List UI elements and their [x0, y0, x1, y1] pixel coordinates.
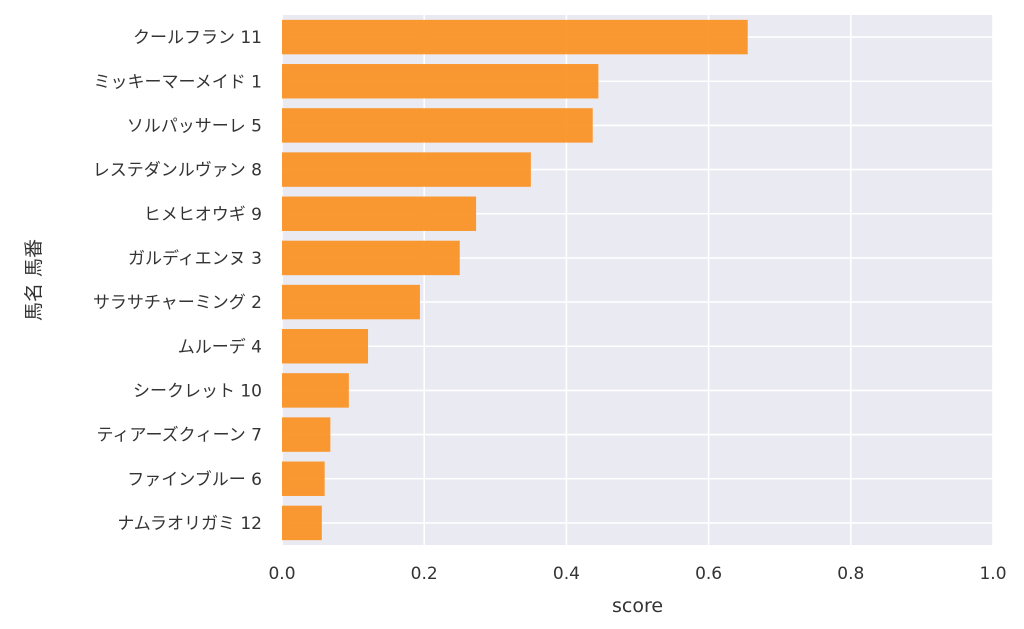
y-tick-label: ナムラオリガミ 12	[117, 514, 262, 534]
x-axis-label: score	[612, 595, 663, 617]
y-tick-label: ソルパッサーレ 5	[127, 116, 262, 136]
x-tick-labels: 0.0 0.2 0.4 0.6 0.8 1.0	[268, 564, 1006, 584]
bars	[282, 19, 748, 541]
bar	[282, 240, 460, 276]
bar	[282, 64, 599, 99]
x-tick-label: 1.0	[979, 564, 1006, 584]
y-tick-label: シークレット 10	[133, 381, 262, 401]
y-tick-label: ティアーズクィーン 7	[97, 426, 262, 446]
y-tick-label: ガルディエンヌ 3	[128, 248, 262, 269]
bar	[282, 108, 593, 143]
bar	[282, 19, 748, 55]
y-tick-labels: クールフラン 11 ミッキーマーメイド 1 ソルパッサーレ 5 レステダンルヴァン 8…	[93, 28, 262, 534]
y-axis-label: 馬名 馬番	[23, 239, 45, 321]
x-tick-label: 0.2	[411, 564, 438, 584]
plot-area	[282, 15, 993, 545]
y-tick-label: レステダンルヴァン 8	[93, 161, 262, 181]
y-tick-label: ヒメヒオウギ 9	[144, 205, 262, 225]
y-tick-label: ファインブルー 6	[127, 469, 262, 490]
y-tick-label: クールフラン 11	[133, 28, 262, 48]
x-tick-label: 0.6	[695, 564, 722, 584]
x-tick-label: 0.4	[553, 564, 580, 584]
x-tick-label: 0.0	[268, 564, 295, 584]
bar	[282, 329, 369, 364]
x-tick-label: 0.8	[837, 564, 864, 584]
bar	[282, 196, 477, 231]
y-tick-label: サラサチャーミング 2	[93, 293, 262, 313]
y-tick-label: ミッキーマーメイド 1	[93, 72, 262, 92]
bar	[282, 373, 349, 408]
bar	[282, 461, 325, 496]
bar	[282, 505, 322, 541]
bar	[282, 152, 531, 187]
y-tick-label: ムルーデ 4	[178, 336, 262, 357]
bar	[282, 417, 331, 452]
bar	[282, 284, 420, 320]
